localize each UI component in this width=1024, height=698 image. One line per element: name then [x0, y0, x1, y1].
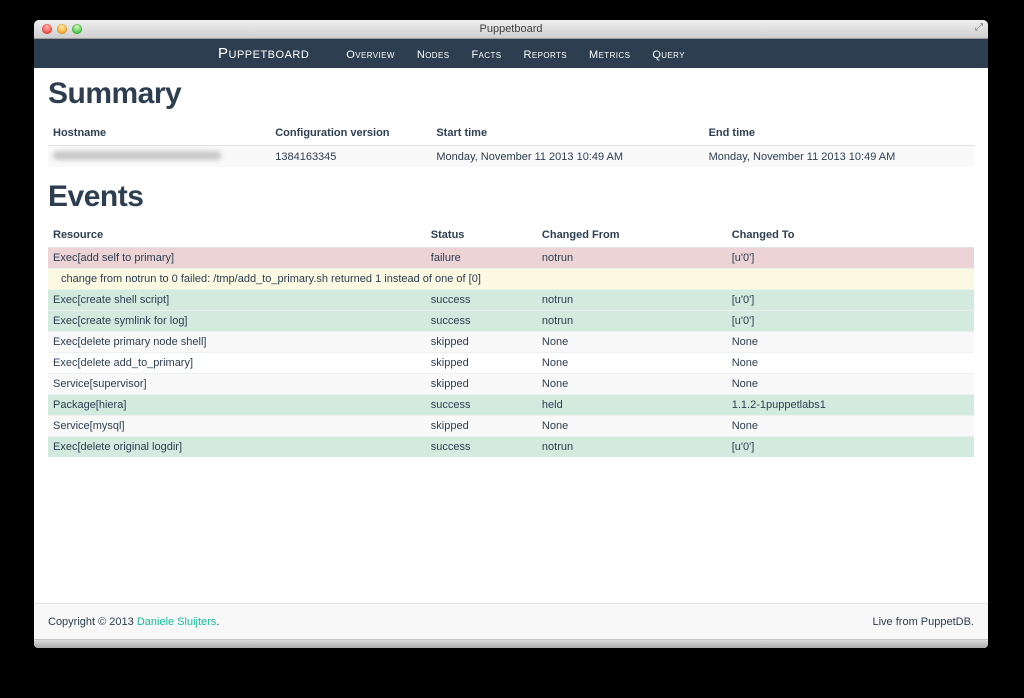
event-row: Service[mysql] skipped None None — [48, 415, 974, 437]
nav-item-reports[interactable]: Reports — [523, 48, 567, 61]
changed-from-cell: notrun — [536, 289, 727, 311]
browser-window: Puppetboard ⤢ Puppetboard Overview Nodes… — [34, 20, 988, 648]
event-failure-detail-row: change from notrun to 0 failed: /tmp/add… — [48, 268, 974, 290]
changed-to-cell: [u'0'] — [726, 310, 974, 332]
resource-cell: Exec[delete original logdir] — [48, 436, 426, 457]
changed-to-cell: [u'0'] — [726, 247, 974, 269]
event-row: Exec[create symlink for log] success not… — [48, 310, 974, 332]
summary-row: 1384163345 Monday, November 11 2013 10:4… — [48, 145, 974, 167]
end-time-cell: Monday, November 11 2013 10:49 AM — [703, 145, 974, 167]
failure-detail-cell: change from notrun to 0 failed: /tmp/add… — [48, 268, 974, 290]
column-header-configuration-version: Configuration version — [270, 122, 432, 146]
changed-to-cell: None — [726, 373, 974, 395]
nav-item-query[interactable]: Query — [652, 48, 685, 61]
minimize-button[interactable] — [57, 24, 67, 34]
hostname-cell — [48, 145, 271, 167]
resource-cell: Service[mysql] — [48, 415, 426, 437]
changed-from-cell: None — [536, 331, 727, 353]
summary-heading: Summary — [48, 77, 182, 110]
hostname-redacted — [53, 151, 221, 160]
copyright-prefix: Copyright © 2013 — [48, 615, 137, 628]
changed-from-cell: None — [536, 415, 727, 437]
changed-from-cell: None — [536, 373, 727, 395]
status-cell: success — [425, 436, 537, 457]
changed-from-cell: held — [536, 394, 727, 416]
close-button[interactable] — [42, 24, 52, 34]
changed-to-cell: None — [726, 352, 974, 374]
event-row: Package[hiera] success held 1.1.2-1puppe… — [48, 394, 974, 416]
column-header-changed-to: Changed To — [726, 224, 974, 248]
event-row: Exec[create shell script] success notrun… — [48, 289, 974, 311]
changed-from-cell: notrun — [536, 310, 727, 332]
resource-cell: Package[hiera] — [48, 394, 426, 416]
changed-from-cell: None — [536, 352, 727, 374]
status-cell: success — [425, 394, 537, 416]
column-header-start-time: Start time — [431, 122, 704, 146]
summary-table: Hostname Configuration version Start tim… — [48, 122, 974, 167]
app-navbar: Puppetboard Overview Nodes Facts Reports… — [34, 39, 988, 68]
changed-to-cell: [u'0'] — [726, 436, 974, 457]
nav-item-overview[interactable]: Overview — [346, 48, 395, 61]
nav-item-facts[interactable]: Facts — [471, 48, 502, 61]
traffic-lights — [42, 24, 82, 34]
events-heading: Events — [48, 180, 144, 213]
resource-cell: Exec[add self to primary] — [48, 247, 426, 269]
column-header-end-time: End time — [703, 122, 974, 146]
changed-to-cell: None — [726, 331, 974, 353]
configuration-version-cell: 1384163345 — [270, 145, 432, 167]
events-table: Resource Status Changed From Changed To … — [48, 224, 974, 457]
zoom-button[interactable] — [72, 24, 82, 34]
event-row: Exec[delete primary node shell] skipped … — [48, 331, 974, 353]
status-cell: skipped — [425, 352, 537, 374]
puppetdb-status-text: Live from PuppetDB. — [872, 615, 975, 628]
copyright-suffix: . — [216, 615, 220, 628]
brand-link[interactable]: Puppetboard — [218, 45, 310, 62]
resource-cell: Exec[delete primary node shell] — [48, 331, 426, 353]
column-header-status: Status — [425, 224, 537, 248]
window-titlebar[interactable]: Puppetboard ⤢ — [34, 20, 988, 39]
fullscreen-icon[interactable]: ⤢ — [975, 22, 983, 33]
window-title: Puppetboard — [479, 23, 543, 35]
resource-cell: Exec[delete add_to_primary] — [48, 352, 426, 374]
changed-to-cell: [u'0'] — [726, 289, 974, 311]
author-link[interactable]: Daniele Sluijters — [136, 615, 217, 628]
status-cell: failure — [425, 247, 537, 269]
window-bottom-edge[interactable] — [34, 639, 988, 648]
copyright-text: Copyright © 2013 Daniele Sluijters. — [48, 616, 219, 628]
column-header-hostname: Hostname — [48, 122, 271, 146]
event-row: Exec[add self to primary] failure notrun… — [48, 247, 974, 269]
changed-from-cell: notrun — [536, 247, 727, 269]
event-row: Exec[delete original logdir] success not… — [48, 436, 974, 457]
resource-cell: Exec[create symlink for log] — [48, 310, 426, 332]
changed-to-cell: None — [726, 415, 974, 437]
column-header-changed-from: Changed From — [536, 224, 727, 248]
status-cell: success — [425, 289, 537, 311]
status-cell: skipped — [425, 331, 537, 353]
resource-cell: Exec[create shell script] — [48, 289, 426, 311]
resource-cell: Service[supervisor] — [48, 373, 426, 395]
status-cell: skipped — [425, 373, 537, 395]
event-row: Service[supervisor] skipped None None — [48, 373, 974, 395]
status-cell: success — [425, 310, 537, 332]
column-header-resource: Resource — [48, 224, 426, 248]
changed-to-cell: 1.1.2-1puppetlabs1 — [726, 394, 974, 416]
event-row: Exec[delete add_to_primary] skipped None… — [48, 352, 974, 374]
start-time-cell: Monday, November 11 2013 10:49 AM — [431, 145, 704, 167]
status-cell: skipped — [425, 415, 537, 437]
page-content: Summary Hostname Configuration version S… — [34, 68, 988, 603]
nav-item-metrics[interactable]: Metrics — [589, 48, 631, 61]
nav-menu: Overview Nodes Facts Reports Metrics Que… — [335, 45, 696, 63]
nav-item-nodes[interactable]: Nodes — [416, 48, 450, 61]
page-footer: Copyright © 2013 Daniele Sluijters. Live… — [34, 603, 988, 639]
changed-from-cell: notrun — [536, 436, 727, 457]
